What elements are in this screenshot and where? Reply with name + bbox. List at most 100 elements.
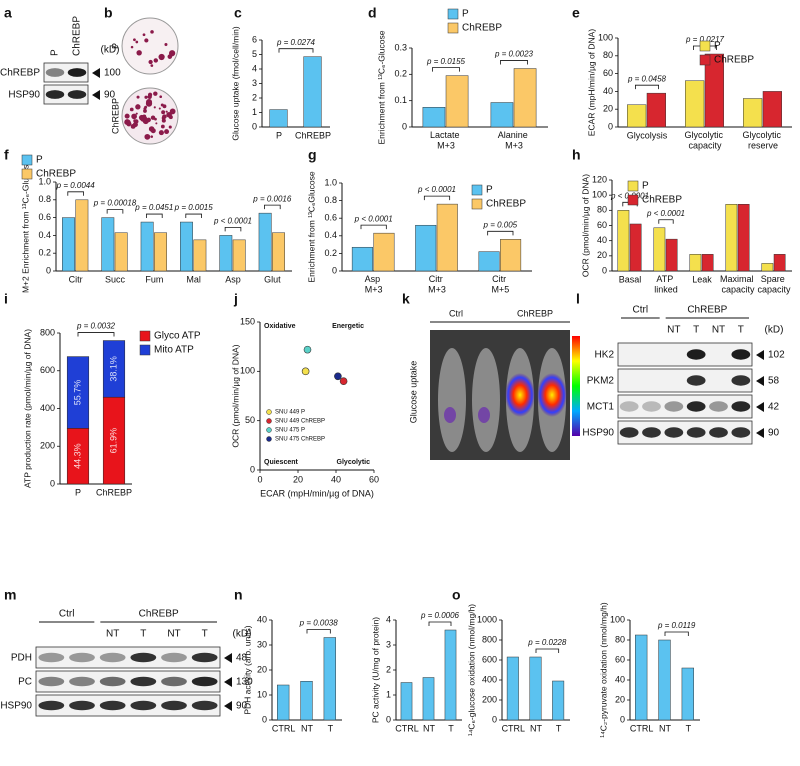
band <box>191 700 218 711</box>
y-tick-label: 1.0 <box>38 176 51 186</box>
colony <box>150 135 154 138</box>
band <box>130 652 157 663</box>
x-tick-label: Alanine M+3 <box>498 130 531 150</box>
colony <box>164 129 170 135</box>
bracket <box>67 191 84 196</box>
y-tick-label: 0 <box>386 714 391 724</box>
bracket <box>306 629 331 634</box>
band <box>731 349 751 360</box>
label-line: Alanine <box>498 130 531 140</box>
lane-label: ChREBP <box>72 16 83 56</box>
legend-label: P <box>486 185 493 196</box>
panel-label: e <box>572 5 580 21</box>
band <box>686 349 706 360</box>
band <box>642 427 661 438</box>
y-tick-label: 40 <box>597 235 607 245</box>
colony-label: ChREBP <box>110 98 120 134</box>
band <box>161 676 187 687</box>
y-tick-label: 0 <box>250 464 255 474</box>
legend-marker <box>447 22 459 34</box>
legend-label: ChREBP <box>36 169 76 180</box>
bracket <box>264 204 281 210</box>
y-tick-label: 6 <box>252 34 257 44</box>
signal <box>505 373 535 417</box>
kd-value: 100 <box>104 68 121 79</box>
kd-value: 90 <box>104 90 116 101</box>
legend-marker <box>266 427 272 433</box>
label-line: Maximal <box>720 274 756 284</box>
kd-value: 130 <box>236 677 253 688</box>
y-tick-label: 0.6 <box>324 213 337 223</box>
x-tick-label: P <box>276 130 282 140</box>
arrow <box>224 677 232 687</box>
y-axis-label: ECAR (mpH/min/µg of DNA) <box>586 29 596 137</box>
label-line: Spare <box>761 274 788 284</box>
point <box>339 377 348 386</box>
colony <box>136 95 140 99</box>
x-tick-label: T <box>328 723 334 733</box>
legend-label: ChREBP <box>714 55 754 66</box>
legend-marker <box>447 8 459 20</box>
bar <box>513 68 537 128</box>
mouse <box>438 348 466 452</box>
bar <box>681 667 695 721</box>
bar <box>653 227 666 272</box>
y-tick-label: 0.8 <box>38 194 51 204</box>
colony <box>150 64 154 67</box>
signal <box>444 407 456 423</box>
colony <box>130 45 134 49</box>
x-axis-label: ECAR (mpH/min/µg of DNA) <box>260 488 374 498</box>
bar <box>773 254 786 272</box>
label-line: linked <box>654 285 678 295</box>
y-tick-label: 3 <box>252 78 257 88</box>
x-tick-label: Citr <box>69 274 83 284</box>
band <box>69 652 95 663</box>
y-tick-label: 600 <box>40 365 55 375</box>
bar <box>658 639 671 721</box>
lane-label: T <box>693 325 699 336</box>
bar <box>704 53 724 128</box>
y-tick-label: 120 <box>592 174 607 184</box>
x-tick-label: NT <box>301 723 313 733</box>
y-tick-label: 60 <box>597 220 607 230</box>
y-tick-label: 0.6 <box>38 212 51 222</box>
x-tick-label: ATP linked <box>654 274 678 294</box>
y-tick-label: 0 <box>620 714 625 724</box>
bar <box>114 232 128 272</box>
colony <box>154 117 157 121</box>
colony <box>133 38 136 42</box>
band <box>619 427 639 438</box>
x-tick-label: Basal <box>619 274 642 284</box>
bracket <box>185 213 202 219</box>
x-tick-label: ChREBP <box>295 130 331 140</box>
x-tick-label: Glycolytic reserve <box>742 130 783 150</box>
p-value: p = 0.0228 <box>527 638 567 647</box>
band <box>664 427 684 438</box>
arrow <box>756 350 764 360</box>
legend-marker <box>139 330 151 342</box>
colony <box>168 113 171 117</box>
band <box>38 676 65 687</box>
arrow <box>224 653 232 663</box>
blot-box <box>617 368 753 393</box>
band <box>709 427 728 438</box>
y-tick-label: 40 <box>257 614 267 624</box>
row-label: MCT1 <box>587 402 615 413</box>
bracket <box>278 48 314 53</box>
y-axis-label: ¹⁴C₂-pyruvate oxidation (nmol/mg/h) <box>598 602 608 738</box>
legend-marker <box>699 54 711 66</box>
band <box>99 652 126 663</box>
bar <box>762 91 782 128</box>
bar <box>701 254 714 272</box>
y-tick-label: 10 <box>257 689 267 699</box>
colony <box>144 105 148 109</box>
colony <box>159 95 163 99</box>
bar <box>277 684 290 721</box>
bar <box>62 217 75 272</box>
arrow <box>92 90 100 100</box>
arrow <box>224 701 232 711</box>
colony <box>135 104 141 110</box>
x-tick-label: Fum <box>145 274 163 284</box>
legend-marker <box>471 184 483 196</box>
y-tick-label: 20 <box>615 694 625 704</box>
